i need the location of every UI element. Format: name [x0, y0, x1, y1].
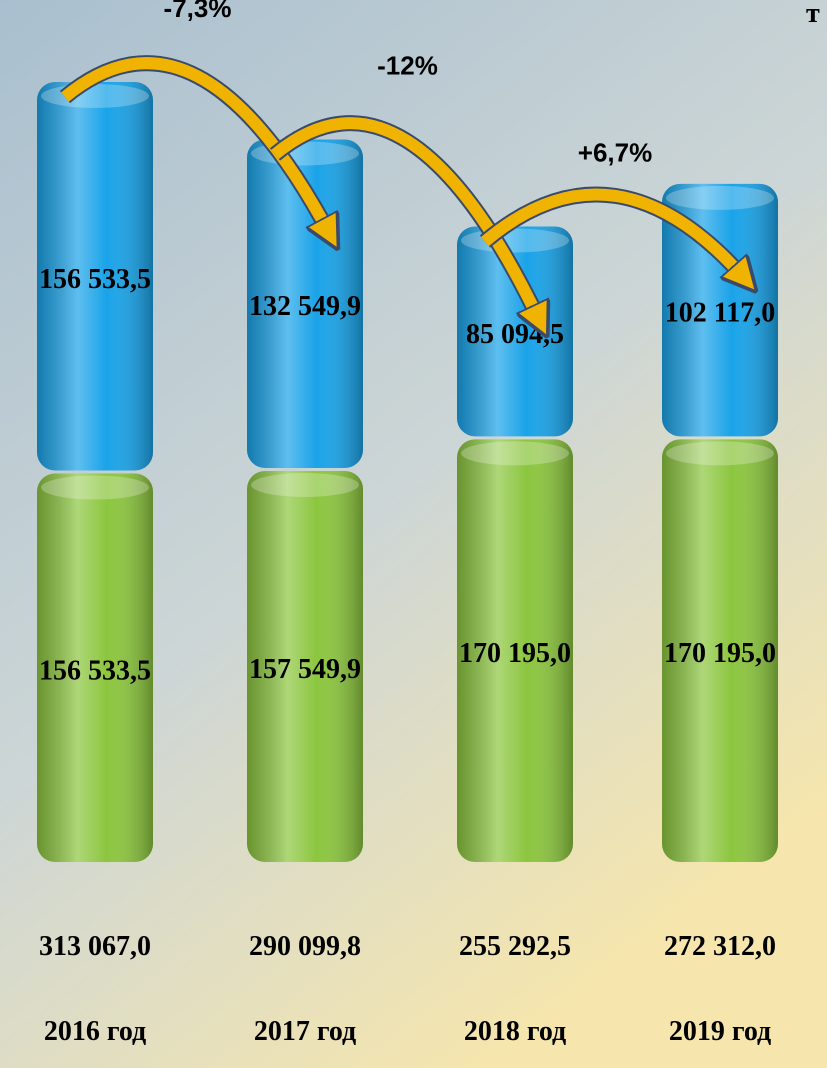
bar-top: [461, 441, 569, 466]
bar-shade: [662, 439, 778, 862]
value-label: 156 533,5: [39, 264, 151, 295]
x-tick-label: 2017 год: [254, 1016, 356, 1047]
value-label: 102 117,0: [665, 298, 775, 329]
bar-top: [251, 472, 359, 497]
bar-shade: [457, 226, 573, 437]
unit-label: т: [806, 0, 820, 29]
value-label: 157 549,9: [249, 654, 361, 685]
bar-top: [41, 475, 149, 500]
bar-top: [666, 441, 774, 466]
total-label: 290 099,8: [249, 931, 361, 962]
bar-shade: [247, 470, 363, 862]
x-tick-label: 2018 год: [464, 1016, 566, 1047]
bar-top: [41, 84, 149, 108]
change-label: -7,3%: [164, 0, 232, 23]
value-label: 85 094,5: [466, 319, 564, 350]
change-arrow: [271, 117, 540, 321]
bar-top: [461, 228, 569, 253]
plot: 156 533,5 156 533,5 313 067,0 2016 год 157 5…: [37, 0, 778, 1047]
value-label: 132 549,9: [249, 291, 361, 322]
change-arrow: [61, 57, 330, 234]
bar-shade: [457, 439, 573, 862]
change-label: +6,7%: [578, 138, 652, 168]
x-tick-label: 2019 год: [669, 1016, 771, 1047]
total-label: 272 312,0: [664, 931, 776, 962]
bar-shade: [37, 473, 153, 862]
total-label: 313 067,0: [39, 931, 151, 962]
value-label: 170 195,0: [459, 638, 571, 669]
bar-top: [666, 185, 774, 210]
total-label: 255 292,5: [459, 931, 571, 962]
bar-shade: [662, 183, 778, 437]
bar-shade: [37, 82, 153, 471]
value-label: 170 195,0: [664, 638, 776, 669]
change-arrow: [481, 188, 745, 279]
x-tick-label: 2016 год: [44, 1016, 146, 1047]
change-label: -12%: [377, 50, 438, 80]
value-label: 156 533,5: [39, 655, 151, 686]
